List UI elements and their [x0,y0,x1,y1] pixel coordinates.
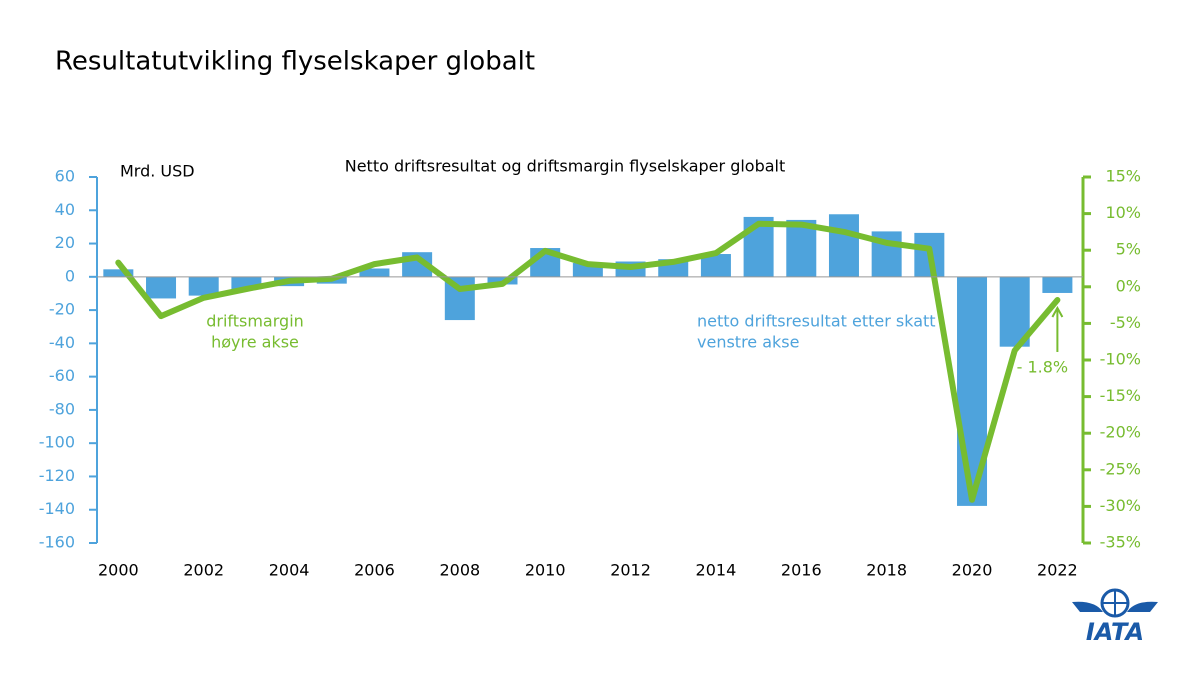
y2-tick-label: 0% [1116,276,1141,295]
bar [786,219,817,277]
y-axis-label: Mrd. USD [120,162,195,181]
bar [359,268,390,277]
x-tick-label: 2020 [952,561,993,580]
y-tick-label: -140 [39,499,75,518]
y2-tick-label: -10% [1100,350,1141,369]
y-tick-label: -100 [39,433,75,452]
y-tick-label: -20 [49,300,75,319]
page-title: Resultatutvikling flyselskaper globalt [55,47,535,77]
x-tick-label: 2022 [1037,561,1078,580]
y2-tick-label: -20% [1100,423,1141,442]
x-tick-label: 2006 [354,561,395,580]
arrow-head [1051,305,1064,318]
y-tick-label: -80 [49,399,75,418]
chart-title: Netto driftsresultat og driftsmargin fly… [345,157,786,176]
x-tick-label: 2004 [269,561,310,580]
x-tick-label: 2012 [610,561,651,580]
y2-tick-label: -30% [1100,496,1141,515]
y2-tick-label: -35% [1100,533,1141,552]
bar [103,269,134,277]
logo-globe-lines [1102,590,1128,616]
y2-tick-label: -25% [1100,459,1141,478]
series-note: venstre akse [697,333,799,352]
x-tick-label: 2014 [696,561,737,580]
x-tick-label: 2008 [439,561,480,580]
y-tick-label: -60 [49,366,75,385]
y-tick-label: 60 [55,167,75,186]
y-tick-label: -120 [39,466,75,485]
bar [700,254,731,277]
bar [1042,276,1073,293]
y2-tick-label: 15% [1105,167,1141,186]
y2-tick-label: 5% [1116,240,1141,259]
y-tick-label: 20 [55,233,75,252]
x-tick-label: 2000 [98,561,139,580]
value-label: - 1.8% [1017,357,1069,376]
logo-text: IATA [1086,618,1144,646]
y-tick-label: -40 [49,333,75,352]
x-tick-label: 2010 [525,561,566,580]
x-tick-label: 2018 [866,561,907,580]
x-tick-label: 2016 [781,561,822,580]
y2-tick-label: 10% [1105,203,1141,222]
y2-tick-label: -5% [1110,313,1141,332]
x-tick-label: 2002 [183,561,224,580]
series-label: driftsmargin [206,312,304,331]
y2-tick-label: -15% [1100,386,1141,405]
y-tick-label: -160 [39,533,75,552]
logo: IATA [1072,588,1158,646]
y-tick-label: 40 [55,200,75,219]
series-note: høyre akse [211,333,299,352]
series-label: netto driftsresultat etter skatt [697,312,936,331]
y-tick-label: 0 [65,266,75,285]
logo-wings [1072,601,1158,612]
bar [828,214,859,277]
line [115,220,1061,503]
bar [146,276,177,299]
bar [188,276,219,296]
